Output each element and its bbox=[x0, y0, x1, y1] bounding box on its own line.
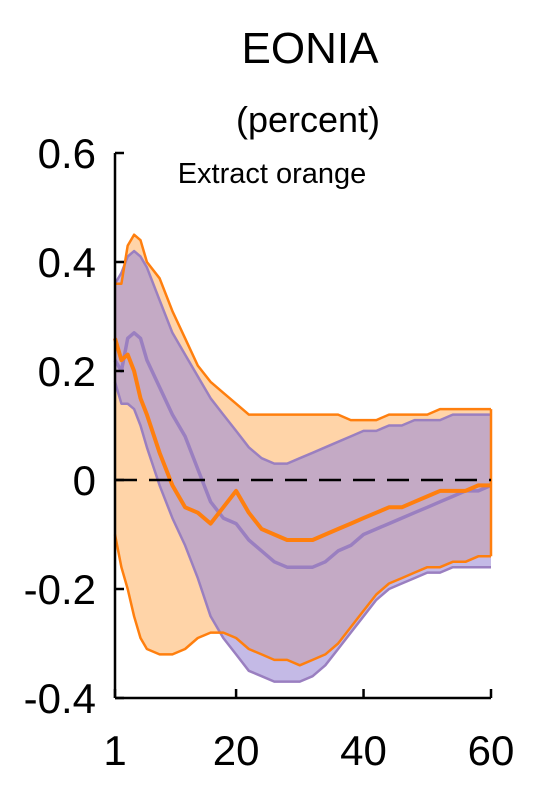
axes: 0.6 0.4 0.2 0 -0.2 -0.41 20 40 60 bbox=[24, 130, 515, 774]
purple-median-line bbox=[113, 331, 492, 569]
x-tick-label: 1 bbox=[103, 727, 126, 774]
orange-lower-line bbox=[113, 534, 491, 667]
y-tick-label: 0 bbox=[73, 457, 96, 504]
purple-band bbox=[115, 251, 491, 682]
orange-median-line bbox=[113, 337, 491, 542]
orange-upper-line bbox=[115, 233, 491, 422]
y-tick-label: -0.4 bbox=[24, 675, 96, 722]
chart-title: EONIA bbox=[242, 24, 380, 73]
x-tick-label: 20 bbox=[213, 727, 260, 774]
chart-subtitle: (percent) bbox=[236, 99, 380, 140]
median-lines bbox=[113, 233, 493, 683]
y-tick-label: 0.4 bbox=[38, 239, 96, 286]
confidence-bands bbox=[115, 234, 491, 682]
purple-upper-line bbox=[113, 249, 491, 465]
purple-lower-line bbox=[113, 381, 491, 683]
y-tick-label: 0.6 bbox=[38, 130, 96, 177]
y-tick-label: 0.2 bbox=[38, 348, 96, 395]
x-tick-label: 40 bbox=[340, 727, 387, 774]
x-tick-label: 60 bbox=[468, 727, 515, 774]
y-tick-label: -0.2 bbox=[24, 566, 96, 613]
annotation-label: Extract orange bbox=[178, 158, 367, 190]
